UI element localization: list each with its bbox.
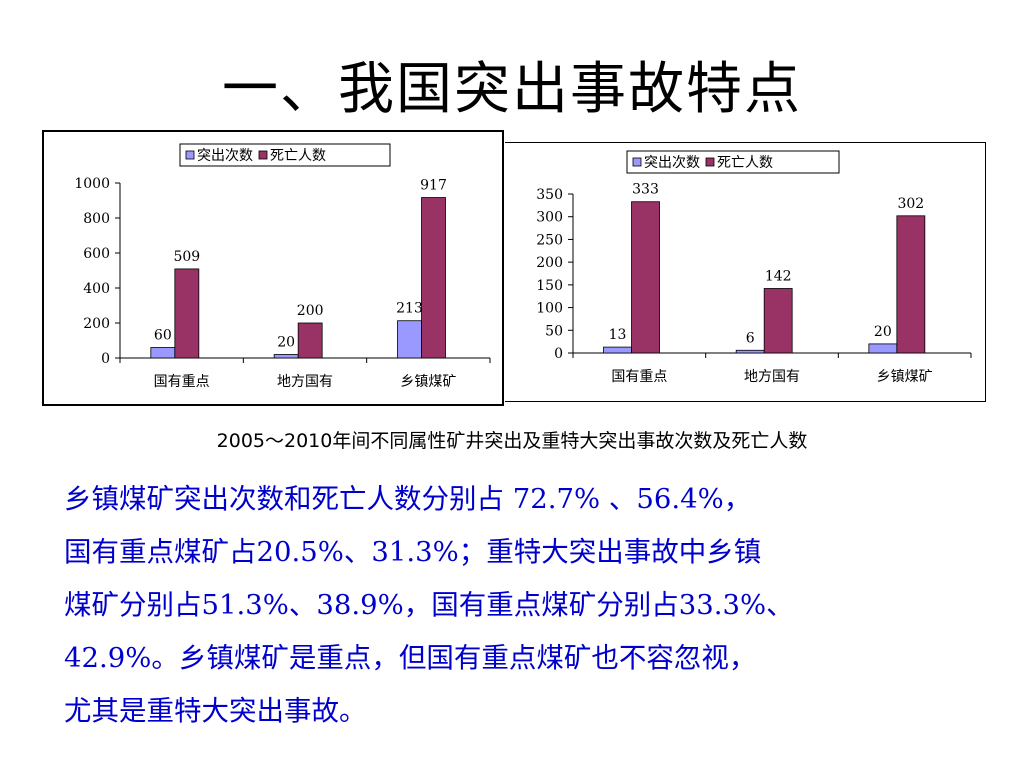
data-label: 20 — [874, 324, 892, 340]
y-tick-label: 300 — [536, 210, 563, 226]
slide-title: 一、我国突出事故特点 — [222, 57, 802, 122]
data-label: 60 — [154, 328, 172, 344]
bar-outbursts — [735, 349, 765, 354]
y-tick-label: 100 — [536, 301, 563, 317]
data-label: 142 — [765, 268, 792, 284]
data-label: 917 — [420, 178, 447, 194]
legend-label-2: 死亡人数 — [717, 155, 773, 171]
y-tick-label: 200 — [536, 255, 563, 271]
category-label: 国有重点 — [611, 369, 667, 385]
bar-outbursts — [397, 320, 422, 359]
data-label: 13 — [609, 327, 627, 343]
bar-deaths — [631, 201, 660, 354]
category-label: 地方国有 — [744, 369, 800, 385]
y-tick-label: 400 — [83, 281, 110, 297]
body-line-3: 煤矿分别占51.3%、38.9%，国有重点煤矿分别占33.3%、 — [64, 589, 794, 621]
legend-label-2: 死亡人数 — [270, 148, 326, 164]
y-tick-label: 350 — [536, 187, 563, 203]
body-text: 乡镇煤矿突出次数和死亡人数分别占 72.7% 、56.4%， 国有重点煤矿占20… — [64, 473, 964, 738]
y-tick-label: 50 — [545, 323, 563, 339]
bar-deaths — [421, 197, 446, 359]
chart-1-legend: 突出次数 死亡人数 — [179, 143, 391, 167]
y-tick-label: 150 — [536, 278, 563, 294]
legend-swatch-1 — [632, 157, 642, 167]
category-label: 国有重点 — [154, 374, 210, 390]
legend-frame — [179, 143, 391, 167]
category-label: 地方国有 — [277, 374, 333, 390]
data-label: 200 — [297, 303, 324, 319]
bar-deaths — [896, 215, 926, 354]
y-tick-label: 0 — [554, 346, 563, 362]
y-tick-label: 250 — [536, 232, 563, 248]
bar-deaths — [297, 322, 323, 359]
legend-swatch-1 — [185, 150, 195, 160]
chart-left: 突出次数 死亡人数 0 200 400 600 800 1000 国有重点 60 509 地方国有 20… — [42, 130, 504, 406]
data-label: 333 — [632, 182, 659, 198]
y-tick-label: 1000 — [74, 176, 110, 192]
data-label: 509 — [173, 249, 200, 265]
bar-outbursts — [868, 343, 898, 354]
data-label: 302 — [897, 196, 924, 212]
legend-swatch-2 — [705, 157, 715, 167]
bar-deaths — [174, 268, 200, 359]
chart-2-legend: 突出次数 死亡人数 — [626, 150, 840, 174]
bar-deaths — [763, 288, 793, 354]
legend-label-1: 突出次数 — [197, 148, 253, 164]
legend-frame — [626, 150, 840, 174]
chart-1-svg: 突出次数 死亡人数 0 200 400 600 800 1000 国有重点 60 509 地方国有 20… — [74, 143, 491, 390]
y-tick-label: 600 — [83, 246, 110, 262]
chart-2-svg: 突出次数 死亡人数 0 50 100 150 200 250 300 350 国有重点 13 333 地方… — [536, 150, 972, 385]
category-label: 乡镇煤矿 — [877, 369, 933, 385]
bar-outbursts — [603, 346, 632, 354]
chart-caption: 2005～2010年间不同属性矿井突出及重特大突出事故次数及死亡人数 — [216, 430, 808, 452]
data-label: 20 — [277, 335, 295, 351]
chart-right: 突出次数 死亡人数 0 50 100 150 200 250 300 350 国有重点 13 333 地方… — [505, 142, 986, 402]
legend-swatch-2 — [258, 150, 268, 160]
y-tick-label: 200 — [83, 316, 110, 332]
y-tick-label: 800 — [83, 211, 110, 227]
bar-outbursts — [273, 354, 299, 359]
legend-label-1: 突出次数 — [644, 155, 700, 171]
body-line-1: 乡镇煤矿突出次数和死亡人数分别占 72.7% 、56.4%， — [64, 483, 752, 515]
body-line-2: 国有重点煤矿占20.5%、31.3%；重特大突出事故中乡镇 — [64, 536, 762, 568]
bar-outbursts — [150, 347, 176, 359]
body-line-5: 尤其是重特大突出事故。 — [64, 695, 367, 727]
body-line-4: 42.9%。乡镇煤矿是重点，但国有重点煤矿也不容忽视， — [64, 642, 757, 674]
y-tick-label: 0 — [101, 351, 110, 367]
data-label: 213 — [396, 301, 423, 317]
data-label: 6 — [746, 330, 755, 346]
category-label: 乡镇煤矿 — [400, 374, 456, 390]
